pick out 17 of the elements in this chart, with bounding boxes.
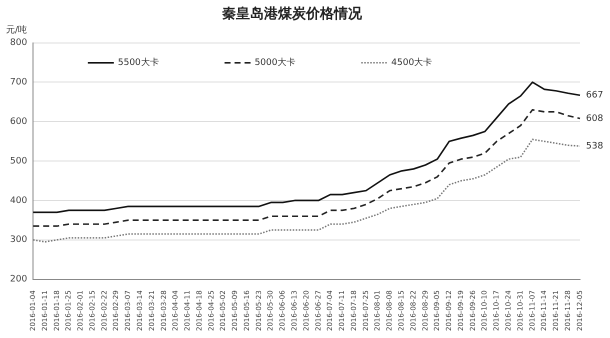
data-label: 608: [586, 114, 604, 124]
y-axis-title: 元/吨: [6, 24, 28, 36]
legend-label: 4500大卡: [391, 57, 432, 68]
chart-title: 秦皇岛港煤炭价格情况: [222, 6, 363, 22]
y-tick-label: 300: [10, 235, 28, 246]
y-tick-label: 800: [10, 38, 28, 48]
data-label: 667: [586, 90, 604, 101]
line-series: [32, 109, 581, 227]
y-tick-label: 700: [10, 78, 28, 88]
line-series: [32, 138, 581, 243]
y-tick-label: 400: [10, 196, 28, 206]
y-tick-label: 600: [10, 116, 28, 127]
data-label: 538: [586, 141, 604, 152]
legend-label: 5000大卡: [254, 57, 296, 68]
legend-label: 5500大卡: [118, 57, 159, 68]
y-tick-label: 200: [10, 274, 28, 285]
y-tick-label: 500: [10, 156, 28, 166]
